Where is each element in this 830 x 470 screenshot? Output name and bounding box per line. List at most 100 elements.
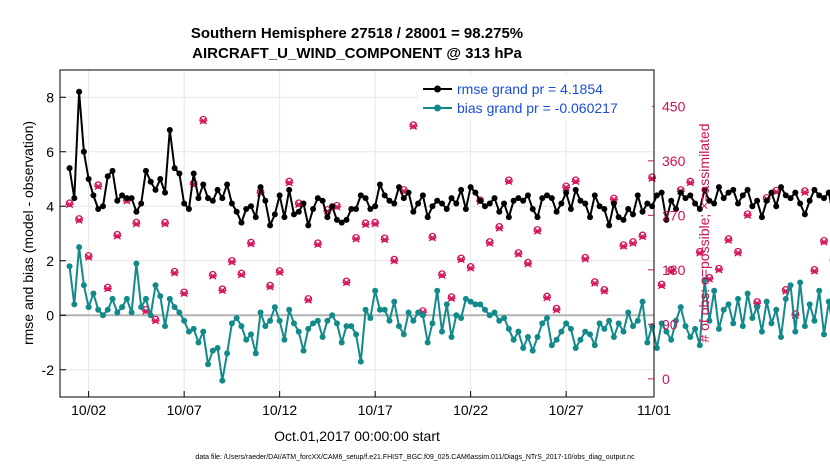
obs-assimilated-marker: [619, 242, 628, 250]
bias-point: [572, 344, 579, 351]
bias-point: [692, 325, 699, 332]
obs-assimilated-marker: [199, 117, 208, 125]
obs-assimilated-marker: [466, 264, 475, 272]
rmse-point: [329, 203, 336, 210]
bias-point: [80, 282, 87, 289]
bias-point: [372, 287, 379, 294]
x-axis-ticks: 10/02 10/07 10/12 10/17 10/22 10/27 11/01: [71, 391, 671, 418]
rmse-point: [295, 208, 302, 215]
obs-possible-marker: [495, 223, 504, 231]
obs-assimilated-marker: [581, 255, 590, 263]
bias-point: [744, 290, 751, 297]
rmse-point: [825, 189, 830, 196]
obs-assimilated-marker: [103, 284, 112, 293]
bias-point: [787, 282, 794, 289]
bias-point: [558, 328, 565, 335]
obs-possible-marker: [390, 255, 399, 264]
rmse-point: [496, 208, 503, 215]
obs-possible-marker: [84, 252, 93, 260]
rmse-point: [577, 197, 584, 204]
bias-point: [257, 309, 264, 316]
rmse-point: [778, 184, 785, 191]
rmse-point: [99, 203, 106, 210]
bias-point: [553, 336, 560, 343]
rmse-point: [744, 186, 751, 193]
rmse-point: [591, 192, 598, 199]
bias-point: [181, 317, 188, 324]
obs-possible-marker: [466, 263, 475, 271]
rmse-point: [672, 205, 679, 212]
rmse-point: [310, 205, 317, 212]
obs-assimilated-marker: [819, 238, 828, 246]
rmse-point: [80, 148, 87, 155]
obs-possible-marker: [715, 264, 723, 273]
chart-title-line1: Southern Hemisphere 27518 / 28001 = 98.2…: [191, 25, 523, 42]
rmse-point: [429, 203, 436, 210]
rmse-point: [410, 208, 417, 215]
rmse-point: [119, 192, 126, 199]
obs-assimilated-marker: [447, 294, 456, 302]
obs-possible-marker: [409, 121, 418, 129]
bias-point: [730, 320, 737, 327]
rmse-point: [66, 165, 73, 172]
rmse-point: [505, 214, 512, 221]
bias-point: [811, 317, 818, 324]
obs-possible-marker: [447, 293, 456, 301]
rmse-point: [787, 195, 794, 202]
obs-possible-marker: [791, 310, 800, 318]
rmse-point: [76, 88, 83, 95]
rmse-point: [625, 205, 632, 212]
rmse-point: [653, 192, 660, 199]
y2-tick-label: 450: [662, 98, 686, 114]
obs-assimilated-marker: [428, 234, 437, 242]
bias-point: [415, 309, 422, 316]
x-axis-label: Oct.01,2017 00:00:00 start: [274, 428, 440, 444]
obs-possible-marker: [810, 266, 819, 274]
bias-point: [190, 325, 197, 332]
obs-possible-marker: [314, 239, 322, 247]
bias-point: [271, 304, 278, 311]
bias-point: [534, 334, 541, 341]
rmse-point: [730, 186, 737, 193]
obs-assimilated-marker: [75, 216, 84, 224]
bias-point: [185, 328, 192, 335]
bias-point: [214, 344, 221, 351]
rmse-point: [400, 195, 407, 202]
bias-point: [162, 323, 169, 330]
rmse-point: [606, 222, 613, 229]
bias-point: [682, 323, 689, 330]
bias-point: [424, 339, 431, 346]
bias-point: [267, 317, 274, 324]
obs-assimilated-marker: [590, 279, 599, 287]
bias-point: [276, 317, 283, 324]
y-tick-label: 0: [46, 307, 54, 323]
bias-point: [319, 334, 326, 341]
rmse-point: [448, 195, 455, 202]
bias-point: [233, 314, 240, 321]
rmse-point: [715, 184, 722, 191]
rmse-point: [477, 197, 484, 204]
bias-point: [243, 336, 250, 343]
rmse-point: [200, 181, 207, 188]
obs-possible-marker: [743, 210, 752, 218]
rmse-point: [319, 197, 326, 204]
rmse-point: [372, 203, 379, 210]
obs-possible-marker: [457, 254, 465, 263]
obs-possible-marker: [724, 235, 733, 243]
bias-point: [754, 304, 761, 311]
bias-point: [539, 320, 546, 327]
bias-point: [90, 290, 97, 297]
rmse-point: [166, 126, 173, 133]
rmse-point: [677, 189, 684, 196]
obs-assimilated-marker: [246, 240, 255, 248]
bias-point: [768, 320, 775, 327]
rmse-point: [147, 178, 154, 185]
bias-point: [606, 317, 613, 324]
obs-possible-marker: [94, 181, 102, 189]
rmse-point: [376, 181, 383, 188]
bias-point: [219, 377, 226, 384]
rmse-point: [324, 214, 331, 221]
obs-assimilated-marker: [734, 249, 743, 257]
rmse-point: [749, 203, 756, 210]
obs-assimilated-marker: [562, 183, 571, 192]
